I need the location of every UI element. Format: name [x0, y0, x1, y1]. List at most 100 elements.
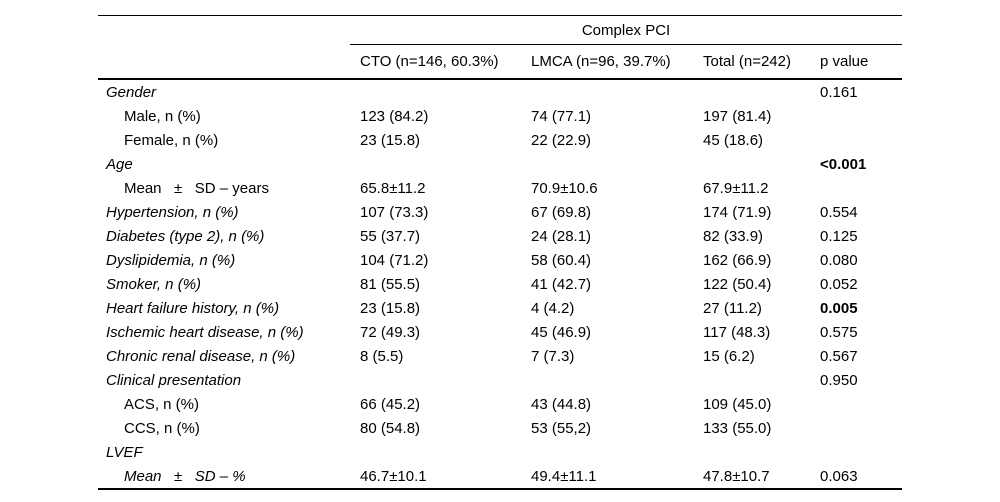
cell-pvalue: 0.161 — [820, 83, 858, 101]
cell-total — [693, 79, 810, 104]
cell-pvalue: 0.063 — [810, 464, 903, 490]
cell-cto: 55 (37.7) — [360, 227, 421, 245]
cell-lmca: 22 (22.9) — [531, 131, 592, 149]
cell-pvalue — [810, 176, 902, 200]
cell-lmca: 7 (7.3) — [531, 347, 575, 365]
table-row-dyslipidemia: Dyslipidemia, n (%) 104 (71.2) 58 (60.4)… — [98, 248, 902, 272]
row-label: Chronic renal disease, n (%) — [106, 347, 296, 365]
table-row-age: Age <0.001 — [98, 152, 902, 176]
cell-lmca — [521, 440, 693, 464]
row-label: Ischemic heart disease, n (%) — [106, 323, 304, 341]
table-row-lvef: LVEF — [98, 440, 902, 464]
table-row-age-mean-sd: Mean ± SD – years 65.8±11.2 70.9±10.6 67… — [98, 176, 902, 200]
cell-pvalue: 0.052 — [820, 275, 858, 293]
cell-lmca — [521, 79, 693, 104]
cell-pvalue: 0.575 — [820, 323, 858, 341]
table-row-male: Male, n (%) 123 (84.2) 74 (77.1) 197 (81… — [98, 104, 902, 128]
cell-cto: 23 (15.8) — [360, 299, 421, 317]
cell-total — [693, 440, 810, 464]
cell-total: 122 (50.4) — [703, 275, 772, 293]
row-label: Mean ± SD – years — [124, 179, 269, 197]
header-stub-blank — [98, 44, 350, 80]
column-header-lmca: LMCA (n=96, 39.7%) — [521, 44, 693, 80]
cell-cto — [350, 79, 521, 104]
cell-cto: 80 (54.8) — [360, 419, 421, 437]
row-label: CCS, n (%) — [124, 419, 200, 437]
cell-lmca: 41 (42.7) — [531, 275, 592, 293]
row-label: Gender — [106, 83, 157, 101]
table-row-ischemic-heart-disease: Ischemic heart disease, n (%) 72 (49.3) … — [98, 320, 902, 344]
cell-total — [693, 152, 810, 176]
cell-cto: 123 (84.2) — [360, 107, 429, 125]
cell-lmca: 53 (55,2) — [531, 419, 592, 437]
cell-pvalue: 0.080 — [820, 251, 858, 269]
row-label: Heart failure history, n (%) — [106, 299, 280, 317]
cell-total: 133 (55.0) — [703, 419, 772, 437]
cell-total: 15 (6.2) — [703, 347, 755, 365]
cell-total: 67.9±11.2 — [703, 179, 769, 197]
cell-lmca — [521, 152, 693, 176]
cell-total — [693, 368, 810, 392]
table-row-clinical-presentation: Clinical presentation 0.950 — [98, 368, 902, 392]
row-label: Smoker, n (%) — [106, 275, 202, 293]
row-label: LVEF — [106, 443, 143, 461]
table-row-lvef-mean-sd: Mean ± SD – % 46.7±10.1 49.4±11.1 47.8±1… — [98, 464, 903, 490]
cell-cto: 8 (5.5) — [360, 347, 404, 365]
column-header-row: CTO (n=146, 60.3%) LMCA (n=96, 39.7%) To… — [98, 44, 903, 80]
cell-lmca: 45 (46.9) — [531, 323, 592, 341]
cell-cto — [350, 152, 521, 176]
cell-total: 117 (48.3) — [703, 323, 771, 341]
table-row-ccs: CCS, n (%) 80 (54.8) 53 (55,2) 133 (55.0… — [98, 416, 902, 440]
column-header-cto: CTO (n=146, 60.3%) — [350, 44, 521, 80]
cell-lmca: 24 (28.1) — [531, 227, 592, 245]
table-row-diabetes: Diabetes (type 2), n (%) 55 (37.7) 24 (2… — [98, 224, 902, 248]
cell-total: 109 (45.0) — [703, 395, 772, 413]
cell-total: 162 (66.9) — [703, 251, 772, 269]
column-header-total: Total (n=242) — [693, 44, 810, 80]
cell-total: 27 (11.2) — [703, 299, 762, 317]
cell-lmca: 67 (69.8) — [531, 203, 592, 221]
cell-total: 197 (81.4) — [703, 107, 772, 125]
cell-lmca — [521, 368, 693, 392]
row-label: Male, n (%) — [124, 107, 201, 125]
cell-total: 47.8±10.7 — [693, 464, 810, 490]
cell-lmca: 58 (60.4) — [531, 251, 592, 269]
spanner-stub-blank — [98, 15, 350, 45]
spanner-row: Complex PCI — [98, 15, 903, 45]
row-label: Clinical presentation — [106, 371, 242, 389]
cell-cto — [350, 368, 521, 392]
cell-pvalue — [810, 128, 902, 152]
cell-pvalue: <0.001 — [820, 155, 867, 173]
cell-cto: 23 (15.8) — [360, 131, 421, 149]
cell-lmca: 4 (4.2) — [531, 299, 575, 317]
cell-cto: 65.8±11.2 — [360, 179, 426, 197]
cell-pvalue: 0.950 — [820, 371, 858, 389]
table-row-heart-failure-history: Heart failure history, n (%) 23 (15.8) 4… — [98, 296, 902, 320]
row-label: Age — [106, 155, 133, 173]
cell-cto — [350, 440, 521, 464]
table-row-gender: Gender 0.161 — [98, 79, 902, 104]
cell-pvalue: 0.005 — [820, 299, 858, 317]
row-label: Dyslipidemia, n (%) — [106, 251, 236, 269]
cell-total: 45 (18.6) — [703, 131, 764, 149]
group-header-complex-pci: Complex PCI — [350, 15, 903, 45]
cell-pvalue: 0.567 — [820, 347, 858, 365]
table-row-chronic-renal-disease: Chronic renal disease, n (%) 8 (5.5) 7 (… — [98, 344, 902, 368]
cell-cto: 46.7±10.1 — [350, 464, 521, 490]
cell-pvalue — [810, 392, 902, 416]
cell-pvalue — [810, 416, 902, 440]
cell-total: 82 (33.9) — [703, 227, 764, 245]
column-header-pvalue: p value — [810, 44, 903, 80]
row-label: ACS, n (%) — [124, 395, 200, 413]
table-row-female: Female, n (%) 23 (15.8) 22 (22.9) 45 (18… — [98, 128, 902, 152]
cell-lmca: 74 (77.1) — [531, 107, 592, 125]
cell-total: 174 (71.9) — [703, 203, 772, 221]
cell-lmca: 49.4±11.1 — [521, 464, 693, 490]
cell-lmca: 43 (44.8) — [531, 395, 592, 413]
baseline-characteristics-table: Complex PCI CTO (n=146, 60.3%) LMCA (n=9… — [98, 15, 903, 490]
row-label: Mean ± SD – % — [98, 464, 350, 490]
cell-cto: 104 (71.2) — [360, 251, 429, 269]
cell-cto: 72 (49.3) — [360, 323, 421, 341]
row-label: Diabetes (type 2), n (%) — [106, 227, 265, 245]
